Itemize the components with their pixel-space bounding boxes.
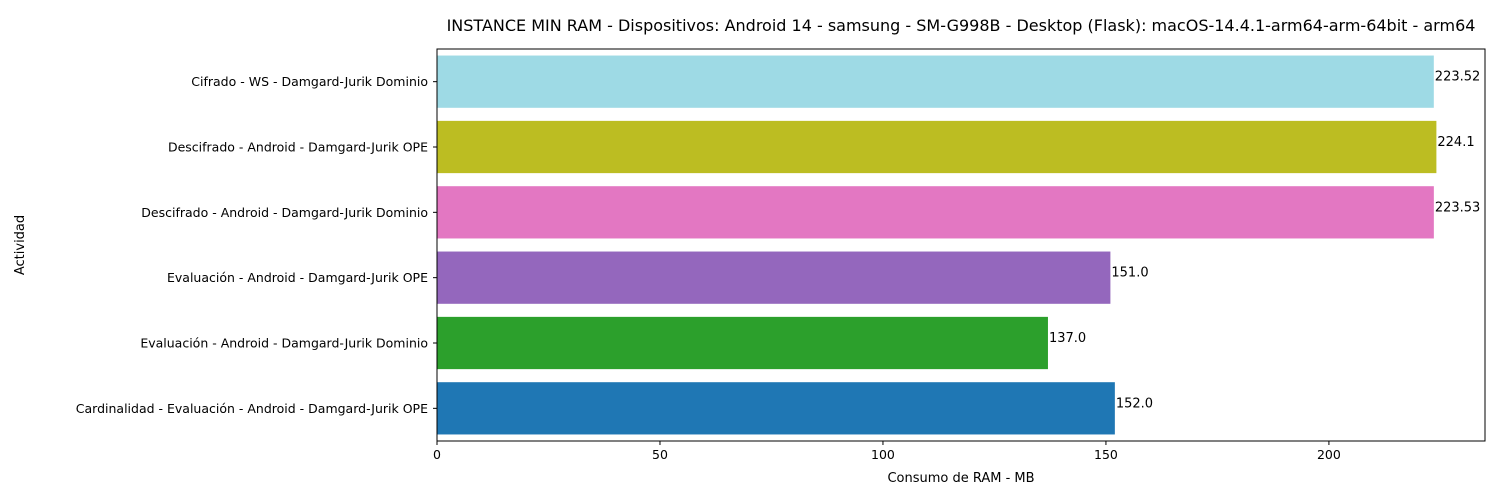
bar-value-label: 151.0: [1111, 266, 1148, 281]
x-axis: 0 50 100 150 200: [433, 441, 1341, 462]
x-axis-title: Consumo de RAM - MB: [887, 471, 1034, 486]
bar-value-label: 137.0: [1049, 331, 1086, 346]
bar: [437, 120, 1437, 174]
bar: [437, 251, 1111, 304]
bar: [437, 55, 1434, 108]
y-tick-label: Descifrado - Android - Damgard-Jurik Dom…: [141, 205, 428, 220]
x-tick-label: 100: [871, 447, 895, 462]
chart-title: INSTANCE MIN RAM - Dispositivos: Android…: [447, 16, 1476, 35]
bars-group: 223.52 224.1 223.53 151.0 137.0 152.0: [437, 55, 1481, 435]
x-tick-label: 50: [652, 447, 668, 462]
bar-value-label: 224.1: [1437, 135, 1474, 150]
y-tick-label: Cifrado - WS - Damgard-Jurik Dominio: [191, 74, 428, 89]
y-axis-title: Actividad: [13, 215, 28, 275]
y-tick-label: Evaluación - Android - Damgard-Jurik OPE: [167, 270, 428, 285]
y-tick-label: Evaluación - Android - Damgard-Jurik Dom…: [140, 336, 428, 351]
bar-value-label: 152.0: [1116, 396, 1153, 411]
bar: [437, 186, 1434, 239]
bar: [437, 316, 1048, 370]
plot-frame: [436, 48, 1486, 442]
bar: [437, 382, 1115, 435]
bar-value-label: 223.53: [1435, 200, 1481, 215]
x-tick-label: 0: [433, 447, 441, 462]
x-tick-label: 200: [1317, 447, 1341, 462]
y-tick-label: Descifrado - Android - Damgard-Jurik OPE: [168, 140, 428, 155]
y-tick-labels: Cifrado - WS - Damgard-Jurik Dominio Desc…: [76, 74, 437, 416]
bar-value-label: 223.52: [1435, 70, 1481, 85]
x-tick-label: 150: [1094, 447, 1118, 462]
y-tick-label: Cardinalidad - Evaluación - Android - Da…: [76, 401, 428, 416]
